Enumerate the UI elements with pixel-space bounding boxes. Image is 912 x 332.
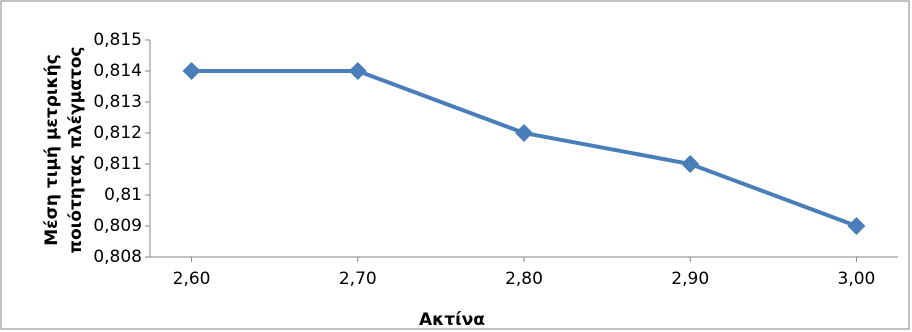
marker	[182, 62, 201, 80]
x-tick-label: 2,80	[505, 269, 543, 289]
y-tick-label: 0,811	[93, 154, 142, 174]
y-tick-label: 0,814	[93, 61, 142, 81]
x-tick-label: 2,90	[671, 269, 709, 289]
marker	[847, 217, 866, 235]
y-axis-title: ποιότητας πλέγματος	[66, 47, 86, 254]
y-tick-label: 0,81	[104, 185, 142, 205]
y-tick-label: 0,808	[93, 247, 142, 267]
y-axis-title: Μέση τιμή μετρικής	[42, 54, 62, 246]
x-tick-label: 2,70	[339, 269, 377, 289]
marker	[348, 62, 367, 80]
y-tick-label: 0,809	[93, 216, 142, 236]
y-tick-label: 0,813	[93, 92, 142, 112]
marker	[515, 124, 533, 142]
x-tick-label: 2,60	[173, 269, 211, 289]
y-tick-label: 0,812	[93, 123, 142, 143]
x-tick-label: 3,00	[838, 269, 876, 289]
x-axis-title: Ακτίνα	[419, 310, 485, 330]
marker	[681, 155, 700, 173]
y-tick-label: 0,815	[93, 30, 142, 50]
